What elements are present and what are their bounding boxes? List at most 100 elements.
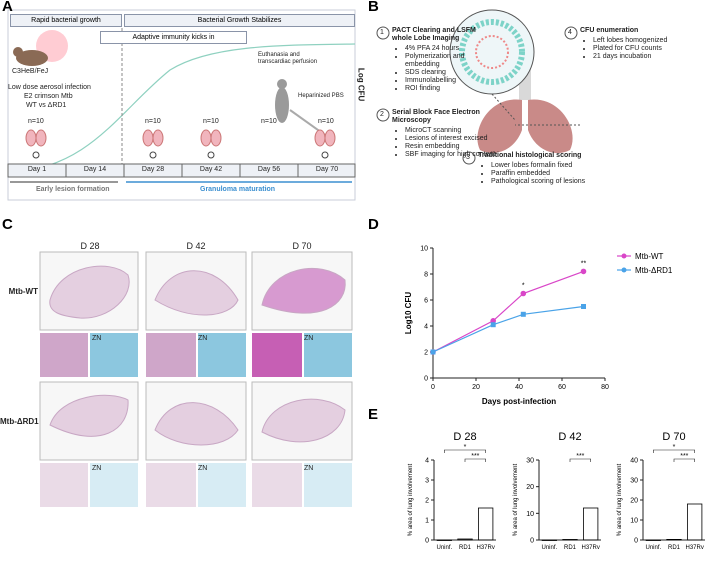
step-item: Resin embedding (405, 143, 506, 151)
column-label: D 42 (186, 241, 206, 251)
significance-bracket (464, 458, 486, 462)
x-tick-label: 80 (601, 384, 609, 391)
significance-bracket (653, 449, 695, 453)
perfusion-text: Heparinized PBS (298, 93, 344, 99)
stain-label: ZN (198, 465, 208, 472)
y-tick-label: 4 (424, 324, 428, 331)
y-tick-label: 20 (630, 498, 638, 505)
y-tick-label: 6 (424, 298, 428, 305)
step-item: SDS clearing (405, 69, 501, 77)
x-tick-label: H37Rv (685, 545, 703, 551)
x-tick-label: RD1 (459, 545, 472, 551)
x-tick-label: 40 (515, 384, 523, 391)
chart: 0 10 20 30 40 % area of lung involvement D 70 U… (617, 431, 705, 551)
significance-bracket (569, 458, 591, 462)
axis-label: Log CFU (356, 67, 366, 102)
panel-label: D (368, 216, 379, 233)
step-list: 4% PFA 24 hoursPolymerization and embedd… (396, 45, 501, 93)
bar (687, 503, 703, 541)
y-tick-label: 0 (425, 538, 429, 545)
y-tick-label: 2 (424, 350, 428, 357)
chart: 0 2 4 6 8 10 Log10 CFU 0 20 40 60 80 Days post-infec… (404, 246, 673, 407)
panel-label: A (2, 0, 13, 15)
bar (457, 538, 473, 541)
day-label: Day 70 (315, 166, 339, 173)
chart-title: D 42 (558, 431, 581, 443)
stain-label: ZN (92, 335, 102, 342)
day-label: Day 56 (257, 166, 281, 173)
step-item: MicroCT scanning (405, 127, 506, 135)
stain-label: ZN (198, 335, 208, 342)
infection-text: Low dose aerosol infection (8, 84, 91, 91)
panel-label: E (368, 406, 379, 423)
y-tick-label: 10 (420, 246, 428, 253)
step-item: ROI finding (405, 85, 501, 93)
y-tick-label: 30 (630, 478, 638, 485)
bar (645, 539, 661, 541)
bar (541, 539, 557, 541)
step-items: MicroCT scanningLesions of interest exci… (396, 127, 506, 159)
row-label: Mtb-WT (8, 287, 38, 296)
y-tick-label: 2 (425, 498, 429, 505)
chart-title: D 70 (662, 431, 685, 443)
day-label: Day 42 (199, 166, 223, 173)
step-item: Paraffin embedded (491, 170, 632, 178)
column-label: D 28 (80, 241, 100, 251)
stain-label: ZN (304, 335, 314, 342)
y-tick-label: 4 (425, 458, 429, 465)
data-point (490, 322, 496, 328)
series-line (432, 270, 584, 353)
step-list: MicroCT scanningLesions of interest exci… (396, 127, 506, 159)
step-item: SBF imaging for high content (405, 151, 506, 159)
step-item: Lesions of interest excised (405, 135, 506, 143)
legend-swatch (621, 253, 627, 259)
significance-bracket (444, 449, 486, 453)
y-axis-label: % area of lung involvement (617, 463, 623, 536)
group-size: n=10 (203, 118, 219, 125)
bar (666, 539, 682, 541)
day-label: Day 14 (83, 166, 107, 173)
bar (562, 539, 578, 541)
step-title: PACT Clearing and LSFM whole Lobe Imagin… (392, 27, 476, 43)
phase-box: Bacterial Growth Stabilizes (124, 14, 355, 27)
y-tick-label: 10 (526, 511, 534, 518)
group-size: n=10 (145, 118, 161, 125)
stain-label: ZN (304, 465, 314, 472)
x-tick-label: 60 (558, 384, 566, 391)
y-tick-label: 0 (530, 538, 534, 545)
data-point (580, 268, 587, 275)
group-size: n=10 (261, 118, 277, 125)
step-items: 4% PFA 24 hoursPolymerization and embedd… (396, 45, 501, 93)
day-label: Day 28 (141, 166, 165, 173)
x-tick-label: RD1 (668, 545, 681, 551)
step-title: CFU enumeration (580, 27, 639, 34)
euthanasia-text: Euthanasia and transcardiac perfusion (258, 52, 318, 65)
x-tick-label: 0 (431, 384, 435, 391)
y-tick-label: 1 (425, 518, 429, 525)
stage-label: Early lesion formation (36, 186, 110, 193)
mouse-strain: C3HeB/FeJ (12, 68, 49, 75)
step-list: Lower lobes formalin fixedParaffin embed… (482, 162, 632, 186)
bar (583, 507, 599, 541)
data-point (520, 311, 526, 317)
step-items: Left lobes homogenizedPlated for CFU cou… (584, 37, 704, 61)
step-number: 1 (380, 29, 384, 36)
x-tick-label: H37Rv (581, 545, 599, 551)
step-item: Immunolabelling (405, 77, 501, 85)
step-item: Left lobes homogenized (593, 37, 704, 45)
significance: * (464, 444, 467, 451)
step-title: Traditional histological scoring (478, 152, 582, 159)
phase-box: Rapid bacterial growth (10, 14, 122, 27)
x-tick-label: 20 (472, 384, 480, 391)
data-point (430, 349, 436, 355)
significance-bracket (673, 458, 695, 462)
step-item: Pathological scoring of lesions (491, 178, 632, 186)
significance: *** (576, 453, 584, 460)
group-size: n=10 (318, 118, 334, 125)
infection-text: WT vs ΔRD1 (26, 102, 67, 109)
step-item: Lower lobes formalin fixed (491, 162, 632, 170)
significance: * (673, 444, 676, 451)
step-number: 4 (568, 29, 572, 36)
